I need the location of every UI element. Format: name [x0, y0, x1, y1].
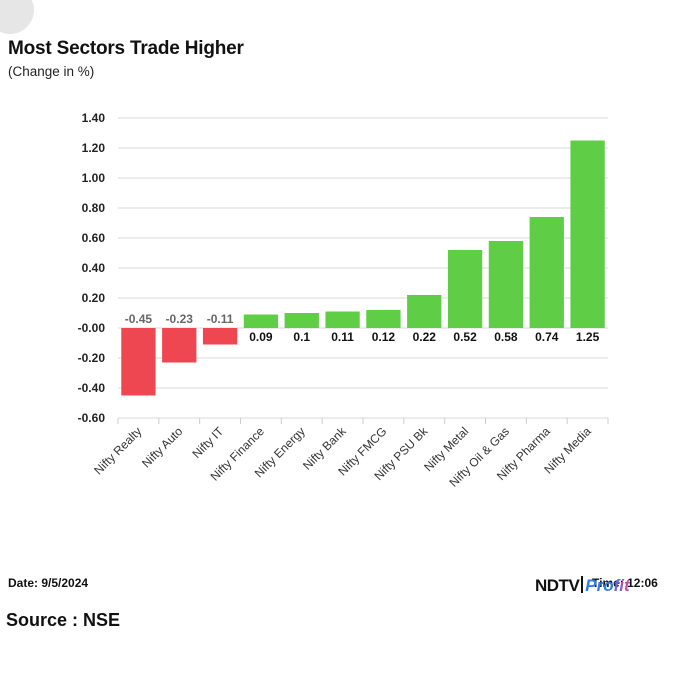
- bar-value-label: 0.74: [535, 330, 559, 344]
- bar-value-label: 1.25: [576, 330, 600, 344]
- bar: [162, 328, 197, 363]
- bar-value-label: 0.52: [453, 330, 477, 344]
- date-label: Date: 9/5/2024: [8, 576, 89, 590]
- y-tick-label: -0.60: [78, 411, 106, 425]
- bar-value-label: 0.11: [331, 330, 354, 344]
- logo-ndtv-text: NDTV: [535, 576, 580, 595]
- source-label: Source : NSE: [6, 610, 121, 630]
- bar: [366, 310, 401, 328]
- bar-value-label: 0.22: [413, 330, 437, 344]
- y-tick-label: 0.40: [82, 261, 106, 275]
- y-tick-label: 1.40: [82, 111, 106, 125]
- x-category-label: Nifty Auto: [139, 424, 185, 470]
- chart-subtitle: (Change in %): [8, 64, 95, 79]
- y-tick-label: -0.00: [78, 321, 106, 335]
- y-tick-label: 1.00: [82, 171, 106, 185]
- bar-value-label: -0.23: [166, 312, 194, 326]
- bar: [570, 140, 605, 328]
- y-tick-label: 0.80: [82, 201, 106, 215]
- corner-decoration: [0, 0, 34, 34]
- bar-value-label: 0.58: [494, 330, 518, 344]
- bar: [284, 313, 319, 328]
- y-tick-label: -0.40: [78, 381, 106, 395]
- y-tick-label: 1.20: [82, 141, 106, 155]
- bar-chart: 1.40 1.20 1.00 0.80 0.60 0.40 0.20 -0.00 -0.20 -0…: [78, 111, 609, 490]
- bar: [488, 241, 524, 328]
- y-tick-label: -0.20: [78, 351, 106, 365]
- chart-title: Most Sectors Trade Higher: [8, 38, 244, 59]
- bar: [121, 328, 156, 396]
- logo-profit-text: Profit: [585, 576, 630, 595]
- y-tick-label: 0.60: [82, 231, 106, 245]
- bar-value-label: -0.45: [125, 312, 153, 326]
- ndtv-profit-logo: NDTV Profit: [535, 575, 630, 597]
- time-label: Time: 12:06: [592, 576, 658, 590]
- bar-value-label: 0.12: [372, 330, 396, 344]
- bar-value-label: -0.11: [207, 312, 234, 326]
- logo-divider: [581, 576, 584, 593]
- y-tick-label: 0.20: [82, 291, 106, 305]
- x-category-label: Nifty Realty: [91, 424, 144, 477]
- x-category-label: Nifty IT: [189, 424, 226, 461]
- bar: [243, 314, 279, 328]
- bar: [202, 328, 238, 345]
- bar-value-label: 0.1: [293, 330, 310, 344]
- bar: [447, 250, 483, 328]
- bar: [529, 217, 564, 328]
- bar: [407, 295, 442, 328]
- bar-value-label: 0.09: [249, 330, 273, 344]
- bar: [325, 311, 360, 328]
